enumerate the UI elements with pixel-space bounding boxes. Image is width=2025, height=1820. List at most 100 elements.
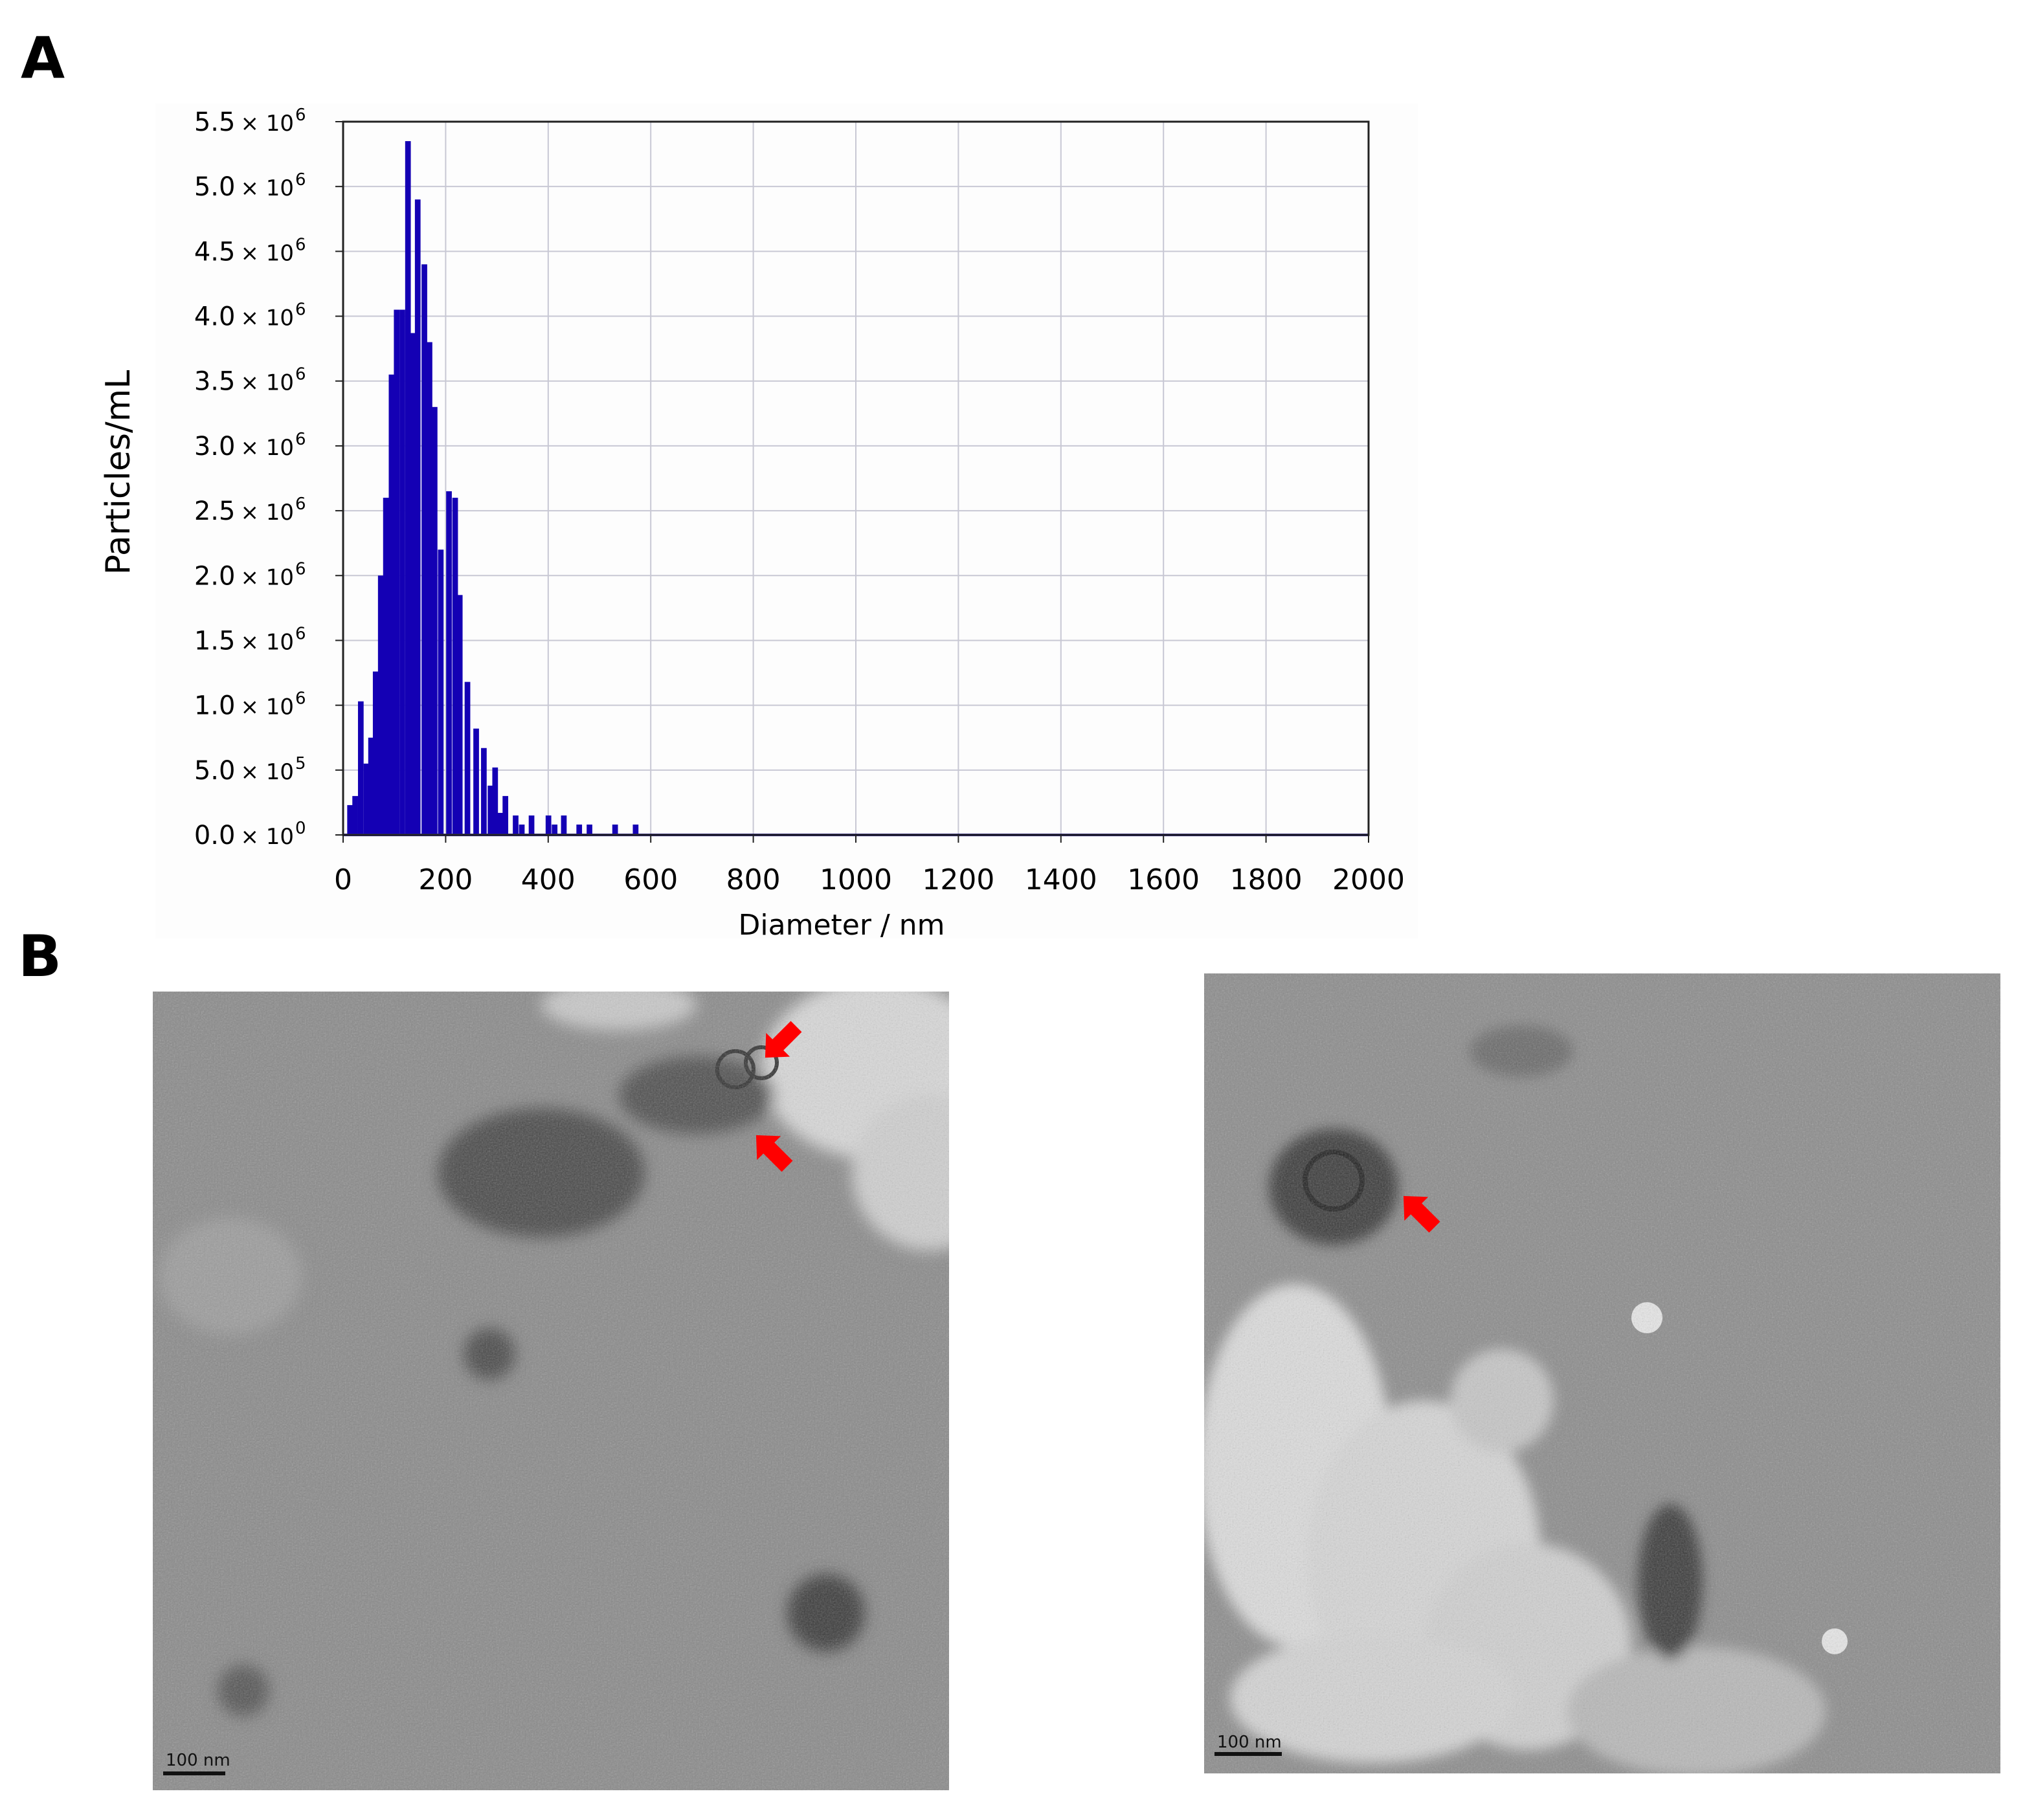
scale-bar-label: 100 nm [1217,1733,1282,1752]
y-tick-times: × 10 [240,759,294,785]
x-tick-label: 400 [521,863,576,896]
y-tick-mantissa: 5.0 [194,172,236,202]
y-tick-label: 4.0 × 10 [194,302,294,332]
histogram-bar [427,342,432,835]
histogram-bar [421,264,427,835]
histogram-bar [377,575,384,835]
y-tick-label: 0.0 × 10 [194,821,294,850]
y-tick-exponent: 5 [295,754,306,773]
panel-label-a: A [21,26,65,92]
y-tick-label: 2.0 × 10 [194,561,294,591]
histogram-bar [519,824,525,835]
histogram-bar [576,824,583,835]
histogram-bar [446,491,452,835]
histogram-bar [456,595,463,835]
scale-bar-label: 100 nm [166,1751,230,1770]
histogram-bar [438,549,444,835]
y-tick-times: × 10 [240,240,294,266]
y-tick-mantissa: 5.5 [194,107,236,137]
histogram-bar [394,309,400,835]
histogram-bar [368,737,374,835]
histogram-bar [388,374,395,835]
x-tick-label: 1200 [922,863,994,896]
x-tick-label: 800 [726,863,781,896]
y-tick-mantissa: 2.5 [194,496,236,526]
y-tick-times: × 10 [240,629,294,655]
histogram-bar [399,309,405,835]
y-tick-times: × 10 [240,435,294,461]
y-tick-times: × 10 [240,370,294,396]
micrograph-noise [1204,973,2000,1773]
tem-image-left: 100 nm [153,992,949,1790]
y-tick-times: × 10 [240,305,294,331]
histogram-bar [347,805,353,835]
x-axis-ticks: 0 200 400 600 800 1000 1200 1400 1600 1800 2000 [334,835,1405,896]
histogram-bar [528,815,535,835]
y-tick-mantissa: 4.0 [194,302,236,332]
y-tick-label: 3.5 × 10 [194,367,294,397]
histogram-bar [352,795,358,835]
y-tick-exponent: 6 [295,105,306,125]
y-tick-exponent: 6 [295,689,306,709]
histogram-bar [372,671,379,835]
y-tick-exponent: 6 [295,365,306,384]
micrograph-noise [153,992,949,1790]
histogram-bar [405,141,411,835]
red-arrow-icon [755,1135,793,1172]
histogram-bar [561,815,567,835]
x-tick-label: 200 [418,863,473,896]
y-tick-mantissa: 1.0 [194,691,236,721]
red-arrow-icon [765,1021,802,1058]
y-tick-exponent: 6 [295,170,306,190]
y-tick-label: 5.5 × 10 [194,107,294,137]
histogram-bar [452,498,458,835]
y-axis-ticks: 0.0 × 10 05.0 × 10 51.0 × 10 61.5 × 10 62.0 × 10 6… [194,105,343,850]
histogram-bar [414,199,421,836]
histogram-bar [492,767,498,835]
y-tick-exponent: 6 [295,300,306,320]
y-tick-exponent: 6 [295,494,306,514]
y-tick-mantissa: 5.0 [194,756,236,786]
histogram-bar [410,333,416,835]
x-tick-label: 1400 [1025,863,1097,896]
tem-image-right: 100 nm [1204,973,2000,1773]
y-tick-mantissa: 3.5 [194,367,236,397]
y-tick-times: × 10 [240,694,294,720]
x-tick-label: 0 [334,863,352,896]
y-tick-times: × 10 [240,175,294,201]
y-tick-mantissa: 3.0 [194,432,236,461]
y-tick-times: × 10 [240,500,294,526]
y-tick-label: 4.5 × 10 [194,237,294,267]
y-tick-label: 3.0 × 10 [194,432,294,461]
histogram-bar [587,824,592,835]
y-tick-times: × 10 [240,824,294,850]
size-distribution-histogram: 0.0 × 10 05.0 × 10 51.0 × 10 61.5 × 10 62.0 × 10 6… [99,105,1405,942]
histogram-bar [513,815,519,835]
histogram-bar [632,824,639,835]
gridlines [342,121,1369,836]
histogram-bars [347,141,639,836]
histogram-bar [552,824,558,835]
histogram-bar [481,748,487,835]
y-tick-label: 1.0 × 10 [194,691,294,721]
y-tick-exponent: 6 [295,235,306,254]
y-tick-mantissa: 1.5 [194,626,236,656]
y-tick-label: 5.0 × 10 [194,172,294,202]
y-tick-mantissa: 0.0 [194,821,236,850]
y-tick-label: 5.0 × 10 [194,756,294,786]
y-tick-label: 2.5 × 10 [194,496,294,526]
red-arrow-icon [1403,1195,1440,1233]
y-tick-exponent: 0 [295,819,306,838]
histogram-bar [502,795,509,835]
histogram-bar [473,728,479,835]
y-tick-exponent: 6 [295,559,306,579]
y-tick-exponent: 6 [295,624,306,643]
y-tick-label: 1.5 × 10 [194,626,294,656]
x-tick-label: 1800 [1230,863,1303,896]
x-tick-label: 1600 [1127,863,1200,896]
x-axis-label: Diameter / nm [739,909,945,942]
x-tick-label: 2000 [1332,863,1405,896]
histogram-bar [432,406,438,835]
y-axis-label: Particles/mL [99,370,138,575]
histogram-bar [497,812,504,835]
